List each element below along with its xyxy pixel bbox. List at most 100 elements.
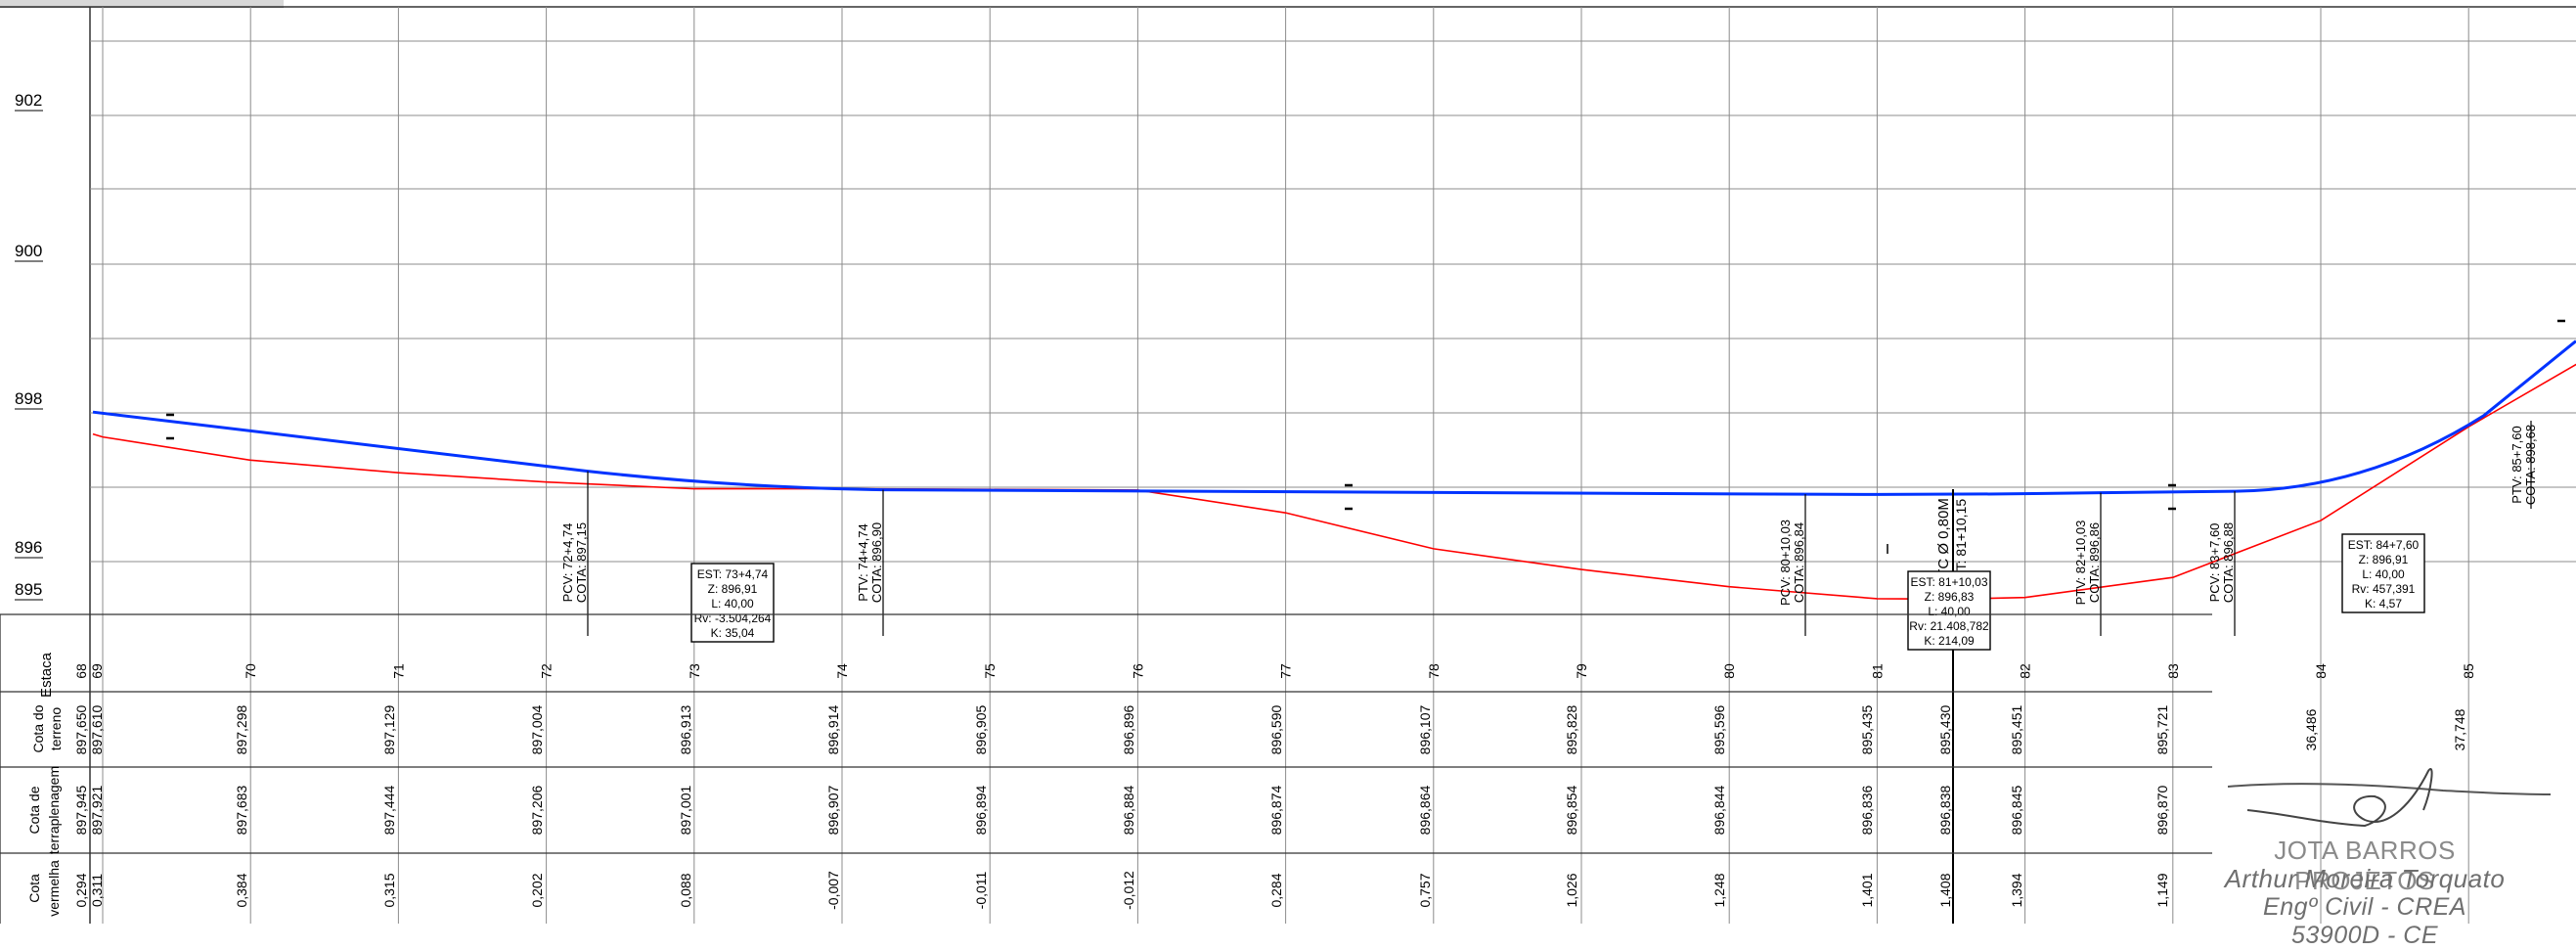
marker-label-2-b: COTA: 896,84 — [1792, 522, 1806, 603]
station-label-73: 73 — [687, 663, 702, 679]
curve-box-0-line-4: K: 35,04 — [711, 626, 755, 640]
cota-terraplenagem-8: 896,884 — [1121, 785, 1136, 835]
cota-vermelha-1: 0,311 — [89, 874, 105, 907]
marker-label-0-a: PCV: 72+4,74 — [560, 523, 575, 603]
cota-terreno-5: 896,913 — [678, 704, 693, 754]
row-label-terreno-1: Cota do — [30, 704, 46, 752]
cota-vermelha-2: 0,384 — [234, 873, 249, 907]
cota-vermelha-0: 0,294 — [73, 873, 89, 907]
curve-box-2 — [2341, 533, 2425, 613]
station-label-68: 68 — [73, 663, 89, 679]
station-label-80: 80 — [1721, 663, 1737, 679]
station-label-85: 85 — [2461, 663, 2476, 679]
signature-company: JOTA BARROS PROJETOS — [2274, 836, 2456, 895]
engineer-signature-stamp: JOTA BARROS PROJETOS Arthur Moreira Torq… — [2218, 751, 2576, 949]
marker-label-4-b: COTA: 896,88 — [2221, 522, 2236, 603]
curve-box-2-line-1: Z: 896,91 — [2359, 553, 2409, 566]
y-axis-label-902: 902 — [15, 91, 42, 110]
station-label-84: 84 — [2313, 663, 2329, 679]
marker-label-2-a: PCV: 80+10,03 — [1778, 520, 1793, 606]
station-label-72: 72 — [539, 663, 555, 679]
cota-terreno-3: 897,129 — [381, 704, 397, 754]
row-label-estaca: Estaca — [38, 652, 55, 698]
marker-label-4-a: PCV: 83+7,60 — [2207, 523, 2222, 603]
curve-box-2-line-0: EST: 84+7,60 — [2348, 538, 2420, 552]
cota-terreno-4: 897,004 — [529, 704, 545, 754]
row-label-terreno-2: terreno — [48, 707, 64, 751]
cota-vermelha-11: 1,026 — [1564, 873, 1579, 907]
cota-vermelha-15: 1,394 — [2009, 873, 2024, 907]
marker-label-5-b: COTA: 898,68 — [2523, 425, 2538, 505]
station-label-75: 75 — [982, 663, 998, 679]
cota-terreno-14: 895,430 — [1937, 704, 1953, 754]
cota-terreno-17: 36,486 — [2303, 708, 2319, 750]
terrain-profile-line — [92, 363, 2576, 601]
station-label-82: 82 — [2018, 663, 2033, 679]
signature-credential: Engº Civil - CREA 53900D - CE — [2263, 893, 2466, 949]
curve-box-0 — [690, 563, 775, 643]
marker-label-3-b: COTA: 896,86 — [2087, 522, 2102, 603]
marker-label-1-a: PTV: 74+4,74 — [856, 523, 870, 601]
cota-vermelha-8: -0,012 — [1121, 871, 1136, 910]
marker-label-0-b: COTA: 897,15 — [574, 522, 589, 603]
station-label-71: 71 — [390, 663, 406, 679]
cota-terraplenagem-2: 897,683 — [234, 785, 249, 835]
station-label-69: 69 — [89, 663, 105, 679]
cota-vermelha-6: -0,007 — [825, 871, 841, 910]
vertical-profile-drawing: 902 900 898 896 895 PCV: 72+4,74 COTA: 897,15… — [0, 6, 2576, 924]
curve-box-0-line-3: Rv: -3.504,264 — [694, 611, 772, 625]
grade-profile-line — [92, 339, 2576, 496]
station-label-77: 77 — [1278, 663, 1294, 679]
cota-terreno-13: 895,435 — [1859, 704, 1875, 754]
cota-vermelha-10: 0,757 — [1417, 873, 1433, 907]
curve-box-2-line-2: L: 40,00 — [2362, 567, 2405, 581]
station-label-76: 76 — [1130, 663, 1145, 679]
cota-terraplenagem-9: 896,874 — [1268, 785, 1284, 835]
cota-terraplenagem-16: 896,870 — [2154, 785, 2170, 835]
cota-terraplenagem-6: 896,907 — [825, 785, 841, 835]
cota-vermelha-5: 0,088 — [678, 873, 693, 907]
cota-terreno-11: 895,828 — [1564, 704, 1579, 754]
cota-terraplenagem-4: 897,206 — [529, 785, 545, 835]
cota-terreno-6: 896,914 — [825, 704, 841, 754]
curve-box-1-line-1: Z: 896,83 — [1925, 590, 1975, 604]
signature-scribble — [2227, 768, 2552, 828]
curve-box-2-line-3: Rv: 457,391 — [2352, 582, 2416, 596]
marker-label-5-a: PTV: 85+7,60 — [2509, 426, 2524, 503]
curve-box-1-line-3: Rv: 21.408,782 — [1909, 619, 1989, 633]
cota-vermelha-4: 0,202 — [529, 873, 545, 907]
cota-terraplenagem-7: 896,894 — [973, 785, 989, 835]
y-axis-label-895: 895 — [15, 580, 42, 599]
cota-vermelha-12: 1,248 — [1711, 873, 1727, 907]
curve-box-2-line-4: K: 4,57 — [2365, 597, 2402, 611]
cota-terraplenagem-11: 896,854 — [1564, 785, 1579, 835]
signature-name: Arthur Moreira Torquato — [2224, 864, 2506, 893]
curve-box-1 — [1907, 570, 1991, 651]
cota-terreno-15: 895,451 — [2009, 704, 2024, 754]
row-label-terraplenagem-2: terraplenagem — [46, 766, 62, 854]
station-label-81: 81 — [1869, 663, 1885, 679]
cota-terraplenagem-13: 896,836 — [1859, 785, 1875, 835]
cota-terreno-0: 897,650 — [73, 704, 89, 754]
marker-label-3-a: PTV: 82+10,03 — [2073, 520, 2088, 606]
cota-vermelha-7: -0,011 — [973, 871, 989, 909]
cota-vermelha-14: 1,408 — [1937, 873, 1953, 907]
curve-box-0-line-0: EST: 73+4,74 — [697, 567, 769, 581]
station-label-79: 79 — [1574, 663, 1589, 679]
curve-box-0-line-1: Z: 896,91 — [708, 582, 758, 596]
row-label-vermelha-2: vermelha — [46, 860, 62, 917]
row-label-vermelha-1: Cota — [26, 874, 42, 903]
cota-terreno-9: 896,590 — [1268, 704, 1284, 754]
cota-terreno-1: 897,610 — [89, 704, 105, 754]
cota-terraplenagem-14: 896,838 — [1937, 785, 1953, 835]
cota-terraplenagem-1: 897,921 — [89, 785, 105, 835]
row-label-terraplenagem-1: Cota de — [26, 786, 42, 834]
y-axis-label-900: 900 — [15, 242, 42, 260]
cota-terreno-7: 896,905 — [973, 704, 989, 754]
cota-terreno-16: 895,721 — [2154, 704, 2170, 754]
curve-box-1-line-2: L: 40,00 — [1928, 605, 1971, 618]
station-label-83: 83 — [2165, 663, 2181, 679]
cota-terreno-10: 896,107 — [1417, 704, 1433, 754]
cota-terreno-12: 895,596 — [1711, 704, 1727, 754]
cota-terraplenagem-15: 896,845 — [2009, 785, 2024, 835]
